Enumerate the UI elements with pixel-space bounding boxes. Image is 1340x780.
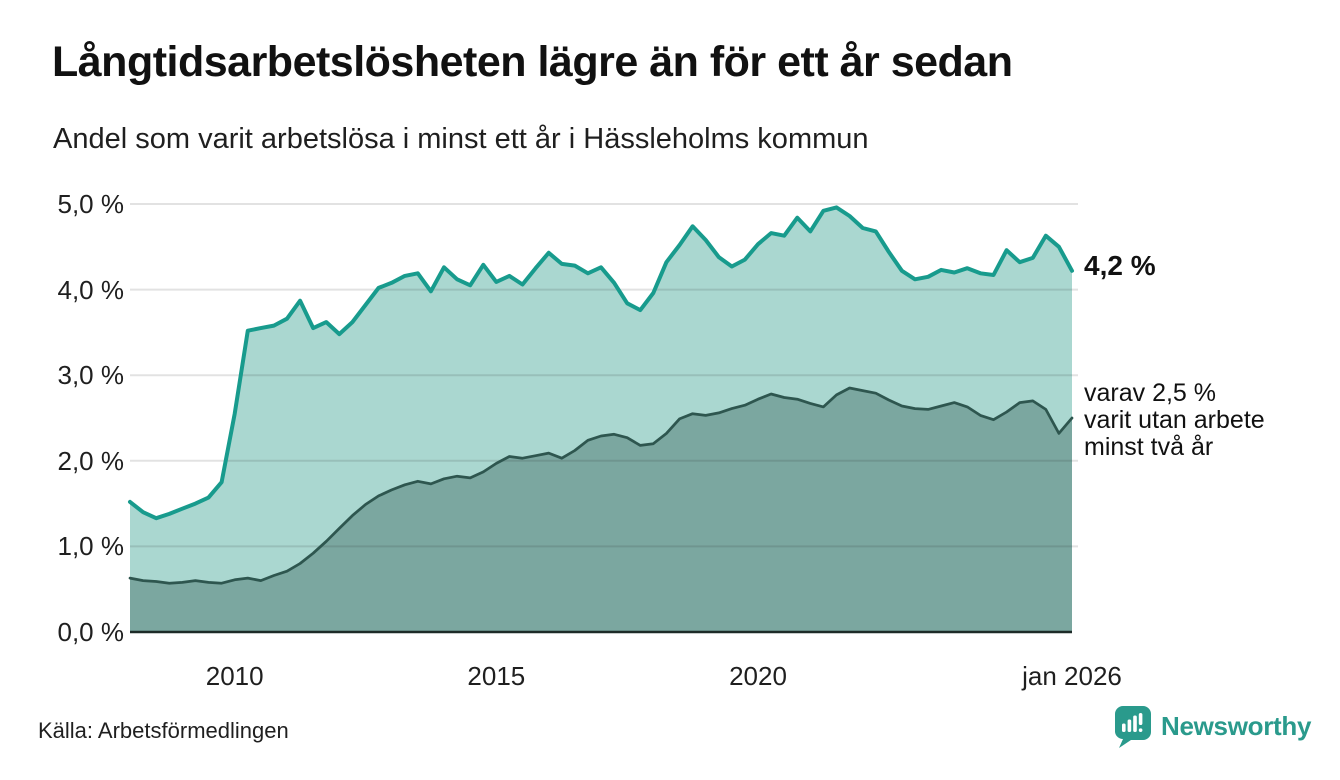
- y-axis-tick-label: 2,0 %: [57, 445, 125, 476]
- page-title: Långtidsarbetslösheten lägre än för ett …: [52, 38, 1013, 86]
- two-year-end-label-line1: varav 2,5 %: [1084, 379, 1217, 407]
- y-axis-tick-label: 3,0 %: [57, 360, 125, 391]
- brand-wordmark: Newsworthy: [1161, 711, 1312, 741]
- x-axis-tick-label: 2020: [729, 661, 787, 691]
- y-axis-tick-label: 1,0 %: [57, 531, 125, 562]
- total-end-label: 4,2 %: [1084, 250, 1156, 281]
- page-subtitle: Andel som varit arbetslösa i minst ett å…: [53, 123, 869, 155]
- gridlines: [130, 203, 1078, 548]
- y-axis-tick-label: 0,0 %: [57, 617, 125, 647]
- x-axis-tick-label: 2010: [205, 661, 264, 691]
- x-axis-tick-label: 2015: [467, 661, 526, 691]
- two-year-end-label-line3: minst två år: [1084, 433, 1214, 461]
- two-year-line: [128, 386, 1074, 585]
- two-year-area-fill: [130, 388, 1072, 632]
- y-axis-tick-label: 5,0 %: [57, 189, 125, 219]
- source-credit: Källa: Arbetsförmedlingen: [38, 718, 289, 743]
- two-year-end-label: varav 2,5 % varit utan arbete minst två …: [1084, 380, 1265, 461]
- y-axis-tick-label: 4,0 %: [57, 274, 125, 305]
- total-line: [128, 205, 1074, 521]
- newsworthy-chart-bubble-icon: [1115, 706, 1151, 748]
- two-year-end-label-line2: varit utan arbete: [1084, 406, 1265, 434]
- x-axis-tick-label: jan 2026: [1022, 661, 1122, 691]
- brand-logo: Newsworthy: [1114, 705, 1311, 748]
